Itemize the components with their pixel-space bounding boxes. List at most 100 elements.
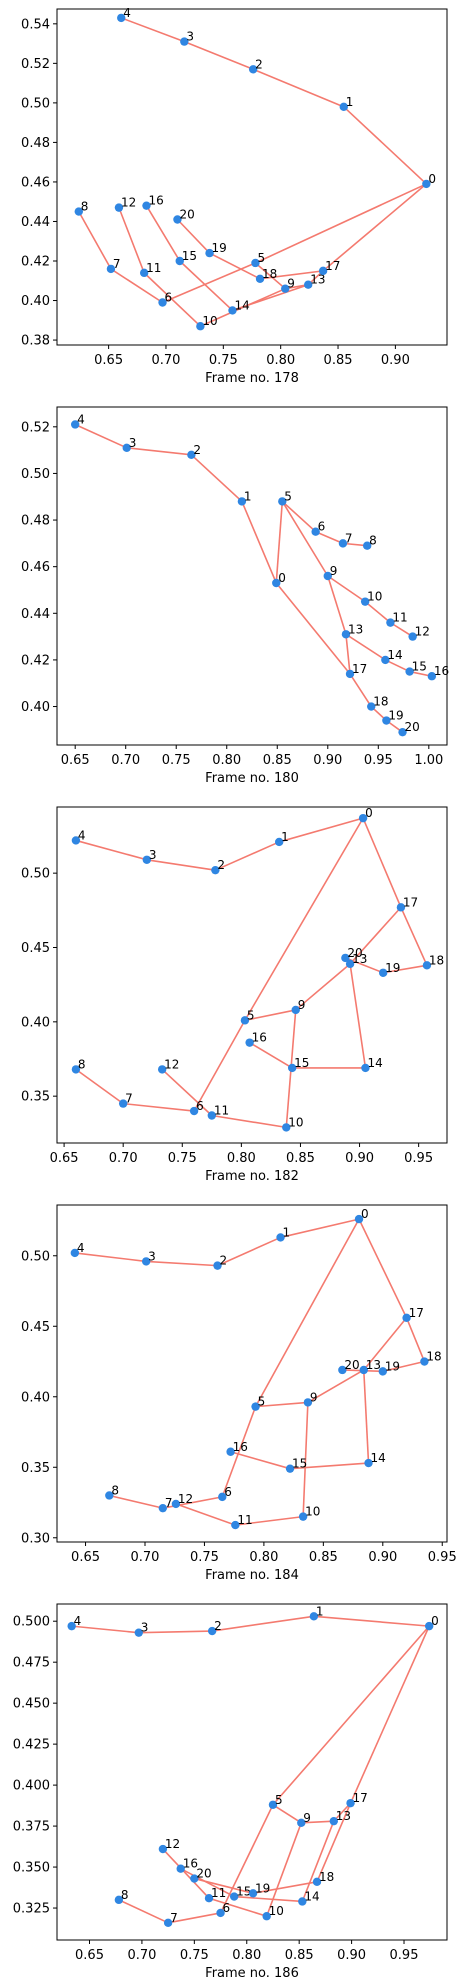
keypoint-label-20: 20 bbox=[347, 946, 362, 960]
keypoint-label-6: 6 bbox=[318, 520, 326, 534]
keypoint-label-15: 15 bbox=[236, 1885, 251, 1899]
keypoint-0 bbox=[272, 578, 281, 588]
keypoint-3 bbox=[180, 37, 189, 46]
keypoint-label-1: 1 bbox=[244, 489, 252, 503]
y-tick-label: 0.46 bbox=[21, 175, 50, 190]
y-tick-label: 0.400 bbox=[13, 1779, 50, 1794]
skeleton-edge-10-11 bbox=[211, 1114, 287, 1129]
keypoint-label-19: 19 bbox=[385, 961, 400, 975]
keypoint-7 bbox=[106, 264, 116, 274]
keypoint-label-13: 13 bbox=[366, 1358, 381, 1372]
skeleton-edge-18-19 bbox=[252, 1881, 318, 1895]
x-tick-label: 0.80 bbox=[227, 1151, 256, 1166]
y-tick-label: 0.40 bbox=[21, 1390, 50, 1405]
keypoint-label-13: 13 bbox=[348, 622, 363, 636]
keypoint-18 bbox=[255, 274, 265, 283]
keypoint-1 bbox=[274, 837, 284, 847]
keypoint-13 bbox=[359, 1365, 368, 1375]
y-tick-label: 0.475 bbox=[13, 1656, 50, 1671]
skeleton-edge-2-3 bbox=[146, 858, 216, 871]
keypoint-label-7: 7 bbox=[345, 531, 353, 545]
keypoint-15 bbox=[175, 256, 184, 266]
keypoint-label-7: 7 bbox=[113, 257, 121, 271]
keypoint-2 bbox=[248, 65, 258, 74]
skeleton-edge-9-10 bbox=[327, 575, 366, 603]
x-tick-label: 0.80 bbox=[266, 353, 295, 368]
keypoint-label-3: 3 bbox=[129, 436, 137, 450]
skeleton-edge-0-5 bbox=[272, 1625, 430, 1806]
keypoint-label-1: 1 bbox=[346, 95, 354, 109]
keypoint-20 bbox=[398, 727, 407, 737]
keypoint-2 bbox=[187, 450, 196, 459]
skeleton-edge-5-6 bbox=[219, 1804, 274, 1914]
keypoint-label-0: 0 bbox=[278, 571, 286, 585]
y-tick-label: 0.50 bbox=[21, 867, 50, 882]
keypoint-label-2: 2 bbox=[217, 858, 225, 872]
skeleton-edge-10-11 bbox=[235, 1515, 304, 1526]
skeleton-edge-13-14 bbox=[362, 1369, 370, 1464]
keypoint-3 bbox=[122, 443, 131, 452]
skeleton-edge-13-14 bbox=[232, 283, 309, 312]
skeleton-edge-3-4 bbox=[120, 17, 185, 43]
skeleton-edge-10-11 bbox=[208, 1897, 267, 1917]
keypoint-label-8: 8 bbox=[111, 1483, 119, 1497]
y-tick-label: 0.52 bbox=[21, 57, 50, 72]
x-tick-label: 0.70 bbox=[151, 353, 180, 368]
skeleton-edge-9-10 bbox=[302, 1402, 309, 1517]
y-tick-label: 0.375 bbox=[13, 1820, 50, 1835]
x-tick-label: 0.90 bbox=[345, 1151, 374, 1166]
skeleton-edge-2-3 bbox=[146, 1260, 218, 1267]
skeleton-edge-13-17 bbox=[363, 1317, 408, 1371]
x-tick-label: 0.95 bbox=[390, 1948, 419, 1963]
keypoint-6 bbox=[218, 1492, 227, 1502]
keypoint-19 bbox=[378, 968, 388, 977]
keypoint-label-15: 15 bbox=[182, 249, 197, 263]
skeleton-edge-0-17 bbox=[358, 1218, 408, 1319]
keypoint-8 bbox=[105, 1491, 114, 1500]
keypoint-label-15: 15 bbox=[294, 1056, 309, 1070]
keypoint-label-6: 6 bbox=[165, 291, 173, 305]
skeleton-edge-0-1 bbox=[313, 1615, 430, 1627]
keypoint-9 bbox=[281, 284, 290, 293]
keypoint-label-4: 4 bbox=[78, 828, 86, 842]
keypoint-19 bbox=[382, 716, 391, 725]
keypoint-2 bbox=[213, 1261, 222, 1270]
keypoint-label-0: 0 bbox=[428, 172, 436, 186]
keypoint-12 bbox=[171, 1499, 181, 1509]
keypoint-17 bbox=[318, 266, 328, 276]
keypoint-label-11: 11 bbox=[211, 1886, 226, 1900]
skeleton-edge-6-7 bbox=[315, 530, 344, 545]
keypoint-5 bbox=[278, 497, 287, 506]
keypoint-3 bbox=[134, 1628, 143, 1637]
keypoint-label-2: 2 bbox=[255, 57, 263, 71]
skeleton-edge-13-17 bbox=[345, 634, 351, 674]
keypoint-2 bbox=[211, 865, 220, 875]
skeleton-edge-9-13 bbox=[301, 1820, 334, 1824]
keypoint-9 bbox=[323, 571, 332, 581]
skeleton-edge-15-16 bbox=[230, 1450, 291, 1470]
keypoint-20 bbox=[173, 215, 182, 224]
x-tick-label: 0.70 bbox=[109, 1151, 138, 1166]
keypoint-label-15: 15 bbox=[292, 1457, 307, 1471]
skeleton-edge-18-19 bbox=[383, 964, 428, 974]
keypoint-label-20: 20 bbox=[405, 720, 420, 734]
skeleton-edge-1-2 bbox=[212, 1615, 314, 1632]
keypoint-label-12: 12 bbox=[415, 625, 430, 639]
skeleton-edge-7-8 bbox=[78, 211, 112, 270]
skeleton-edge-14-15 bbox=[179, 260, 234, 311]
skeleton-edge-2-3 bbox=[126, 446, 192, 456]
keypoint-8 bbox=[71, 1065, 81, 1074]
keypoint-11 bbox=[204, 1894, 214, 1903]
keypoint-20 bbox=[190, 1874, 199, 1883]
keypoint-label-4: 4 bbox=[123, 6, 131, 20]
keypoint-11 bbox=[139, 268, 149, 278]
y-tick-label: 0.325 bbox=[13, 1902, 50, 1917]
x-tick-label: 0.80 bbox=[249, 1550, 278, 1565]
keypoint-label-2: 2 bbox=[193, 443, 201, 457]
skeleton-edge-3-4 bbox=[74, 1252, 147, 1263]
keypoint-6 bbox=[311, 527, 320, 536]
y-tick-label: 0.35 bbox=[21, 1090, 50, 1105]
x-tick-label: 0.65 bbox=[71, 1550, 100, 1565]
skeleton-edge-13-17 bbox=[349, 906, 402, 965]
keypoint-14 bbox=[228, 306, 237, 315]
